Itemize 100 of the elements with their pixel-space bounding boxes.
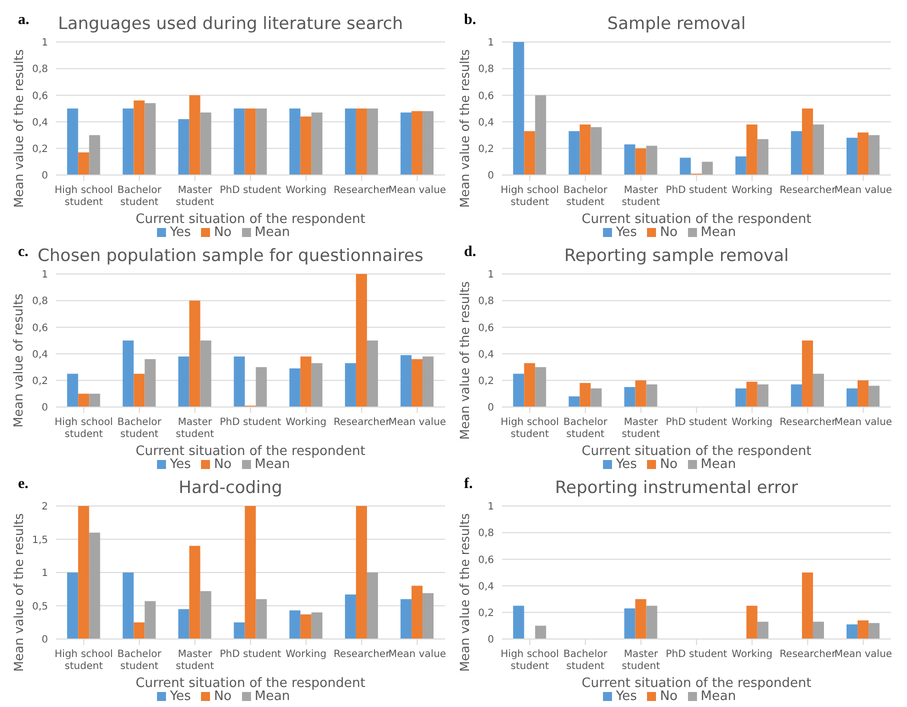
y-tick-label: 0,8 [478,528,494,540]
bar [89,135,100,175]
bar [134,100,145,175]
bar [289,108,300,175]
bar [311,612,322,639]
bar [144,103,156,175]
y-tick-label: 0,4 [32,117,48,128]
bar [646,606,658,639]
chart-title: Hard-coding [178,478,282,498]
x-axis-title: Current situation of the respondent [582,212,812,227]
y-tick-label: 0 [488,402,494,414]
y-tick-label: 0,4 [478,117,494,128]
x-tick-label: Bachelor student [563,649,608,672]
y-tick-label: 0,2 [478,144,494,155]
bar [289,610,300,639]
y-tick-label: 0,6 [32,322,48,334]
y-tick-label: 1 [42,270,48,281]
bar [580,124,591,175]
bar [746,124,758,175]
y-tick-label: 1 [42,568,48,580]
bar [590,127,602,175]
y-tick-label: 0,4 [478,349,494,360]
bar [812,374,824,407]
text: d. [464,244,476,261]
x-tick-label: Master student [176,417,214,440]
legend-label: Yes [616,457,637,472]
y-tick-label: 0,4 [478,581,494,592]
legend-label: Mean [254,457,290,472]
legend-label: Mean [700,225,736,240]
bar [868,623,880,639]
text: c. [18,244,28,261]
y-tick-label: 0,2 [32,144,48,155]
bar [635,148,646,175]
y-tick-label: 0,6 [478,90,494,102]
y-tick-label: 0,6 [32,90,48,102]
bar [868,135,880,175]
bar [311,112,322,175]
legend-label: Mean [700,457,736,472]
chart-title: Reporting instrumental error [555,478,798,498]
bar [189,95,200,175]
bar [78,506,90,639]
bar [178,609,190,639]
y-tick-label: 0 [42,634,48,646]
bar [134,622,145,639]
bar [858,380,869,407]
x-tick-label: High school student [54,417,113,440]
legend-label: Yes [616,225,637,240]
x-tick-label: Researcher [334,417,391,428]
x-tick-label: Researcher [334,185,391,196]
y-tick-label: 0 [488,170,494,182]
x-tick-label: PhD student [666,649,728,660]
bar [122,108,134,175]
x-tick-label: PhD student [666,417,728,428]
y-tick-label: 0 [488,634,494,646]
y-tick-label: 0,8 [478,64,494,76]
bar [289,368,300,407]
y-axis-title: Mean value of the results [456,48,472,208]
x-tick-label: Researcher [780,417,837,428]
bar [189,546,200,639]
bar [244,108,256,175]
y-tick-label: 0,5 [32,601,48,612]
bar [344,363,356,407]
bar [311,363,322,407]
bar [412,586,423,639]
bar [624,144,636,175]
bar [846,624,858,639]
legend-label: No [214,457,232,472]
bar [300,356,312,407]
legend-label: Mean [700,689,736,704]
x-tick-label: Master student [176,649,214,672]
bar [356,108,367,175]
bar [200,340,212,407]
bar [802,108,813,175]
bar [635,599,646,639]
y-tick-label: 1 [488,38,494,49]
legend-label: No [660,689,678,704]
y-tick-label: 0,8 [32,64,48,76]
bar [868,386,880,407]
bar [89,394,100,407]
bar [300,116,312,175]
bar [78,394,90,407]
bar [757,622,768,639]
bar [802,340,813,407]
bar [568,396,580,407]
bar [535,367,546,407]
bar [568,131,580,175]
bar [757,139,768,175]
bar [344,108,356,175]
bar [680,158,691,175]
y-tick-label: 0,2 [32,376,48,387]
bar [535,95,546,175]
x-tick-label: Mean value [388,417,446,428]
bar [846,388,858,407]
x-tick-label: PhD student [666,185,728,196]
y-axis-title: Mean value of the results [10,48,26,208]
bar [189,300,200,407]
x-tick-label: Bachelor student [563,417,608,440]
chart-title: Languages used during literature search [58,14,404,34]
bar [356,274,367,407]
bar [524,363,536,407]
